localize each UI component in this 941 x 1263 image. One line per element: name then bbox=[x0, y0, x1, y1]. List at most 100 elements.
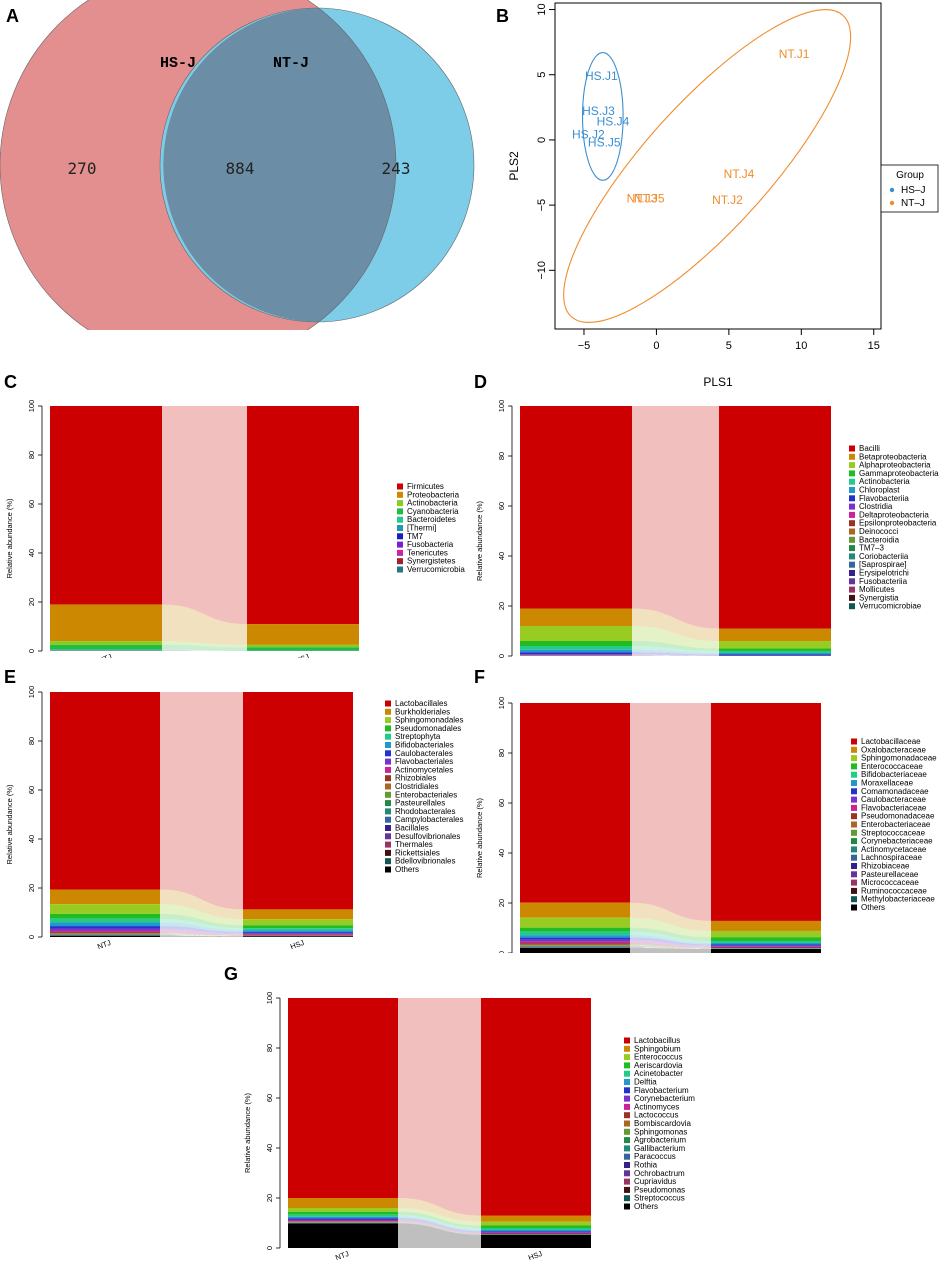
bar-segment bbox=[711, 948, 821, 953]
venn-count-shared: 884 bbox=[226, 159, 255, 178]
legend-label: Pasteurellales bbox=[395, 799, 445, 808]
bar-segment bbox=[247, 406, 359, 625]
bar-segment bbox=[288, 1211, 398, 1215]
flow-band bbox=[160, 933, 243, 937]
y-tick-label: 0 bbox=[265, 1246, 274, 1250]
legend-label: Lactobacillaceae bbox=[861, 737, 921, 746]
legend-label: Paracoccus bbox=[634, 1152, 676, 1161]
bar-segment bbox=[50, 931, 160, 933]
x-tick-label: NTJ bbox=[334, 1249, 350, 1260]
legend-swatch bbox=[397, 525, 403, 531]
legend-label: Thermales bbox=[395, 840, 433, 849]
bar-segment bbox=[711, 940, 821, 943]
venn-count-right: 243 bbox=[382, 159, 411, 178]
legend-swatch bbox=[624, 1186, 630, 1193]
bar-segment bbox=[719, 653, 831, 655]
flow-band bbox=[630, 937, 711, 946]
legend-label-hs-j: HS–J bbox=[901, 185, 925, 196]
legend-label: Sphingobium bbox=[634, 1044, 681, 1053]
legend-label: Actinomycetales bbox=[395, 765, 453, 774]
flow-band bbox=[162, 649, 247, 651]
x-tick-label: NTJ bbox=[96, 938, 112, 951]
bar-segment bbox=[288, 1219, 398, 1221]
legend-label: Flavobacteriia bbox=[859, 494, 909, 503]
y-tick-label: 60 bbox=[497, 502, 506, 510]
flow-band bbox=[630, 902, 711, 931]
legend-swatch bbox=[849, 470, 855, 477]
bar-segment bbox=[50, 932, 160, 934]
stacked-bar-chart-phylum: C NTJ HSJ 0 20 40 60 80 100 Relative abundance (%… bbox=[4, 372, 465, 658]
bar-segment bbox=[481, 1233, 591, 1234]
legend-swatch bbox=[851, 863, 857, 869]
legend-label: Rhizobiales bbox=[395, 774, 436, 783]
sample-point-label: NT.J4 bbox=[724, 167, 755, 181]
legend-swatch bbox=[624, 1178, 630, 1185]
y-tick-label: 80 bbox=[497, 749, 506, 757]
flow-band bbox=[632, 646, 719, 654]
legend-label: Lactobacillus bbox=[634, 1036, 680, 1045]
bar-segment bbox=[711, 703, 821, 921]
legend-title: Group bbox=[896, 170, 924, 181]
legend-swatch bbox=[385, 849, 391, 856]
bar-segment bbox=[520, 939, 630, 942]
y-axis-title: Relative abundance (%) bbox=[475, 500, 484, 581]
bar-segment bbox=[711, 946, 821, 948]
x-axis-title: PLS1 bbox=[703, 375, 733, 389]
flow-band bbox=[630, 947, 711, 949]
legend-swatch bbox=[851, 854, 857, 861]
legend-label: Micrococcaceae bbox=[861, 878, 919, 887]
bar-segment bbox=[243, 928, 353, 931]
legend-label: Synergistetes bbox=[407, 557, 455, 566]
legend-swatch bbox=[385, 742, 391, 748]
legend-swatch bbox=[851, 804, 857, 811]
flow-band bbox=[160, 935, 243, 937]
legend-label: Streptococcus bbox=[634, 1194, 685, 1203]
y-tick-label: 100 bbox=[27, 400, 36, 413]
legend-label: Tenericutes bbox=[407, 548, 448, 557]
bar-segment bbox=[711, 930, 821, 938]
legend-swatch bbox=[851, 879, 857, 886]
sample-point-label: HS.J2 bbox=[572, 128, 605, 142]
legend-label: Clostridiales bbox=[395, 782, 439, 791]
bar-segment bbox=[711, 945, 821, 947]
legend-label: Pasteurellaceae bbox=[861, 870, 919, 879]
sample-point-label: HS.J1 bbox=[585, 69, 618, 83]
bar-segment bbox=[50, 692, 160, 890]
bar-segment bbox=[520, 902, 630, 918]
flow-band bbox=[162, 641, 247, 648]
legend-label: Delftia bbox=[634, 1078, 657, 1087]
bar-segment bbox=[719, 648, 831, 652]
legend-label: Aeriscardovia bbox=[634, 1061, 683, 1070]
stacked-bar-chart-order: E NTJ HSJ 0 20 40 60 80 100 Relative abundance (%… bbox=[4, 667, 464, 951]
legend-label: Lactococcus bbox=[634, 1111, 678, 1120]
bar-segment bbox=[481, 1215, 591, 1222]
y-tick-label: 60 bbox=[27, 786, 36, 794]
y-tick-label: 40 bbox=[265, 1144, 274, 1152]
bar-segment bbox=[243, 932, 353, 934]
venn-left-outline bbox=[0, 0, 397, 330]
bar-segment bbox=[243, 919, 353, 926]
flow-band bbox=[160, 692, 243, 910]
legend-swatch bbox=[851, 846, 857, 853]
legend-swatch bbox=[385, 717, 391, 724]
flow-band bbox=[630, 939, 711, 947]
legend-label: Flavobacteriales bbox=[395, 757, 453, 766]
bar-segment bbox=[719, 654, 831, 656]
bar-segment bbox=[520, 649, 632, 653]
bar-segment bbox=[247, 624, 359, 645]
panel-label-a: A bbox=[6, 6, 19, 26]
flow-band bbox=[398, 998, 481, 1216]
legend-label: Methylobacteriaceae bbox=[861, 895, 935, 904]
legend-swatch bbox=[397, 541, 403, 548]
legend-swatch bbox=[385, 858, 391, 865]
legend-label: Alphaproteobacteria bbox=[859, 461, 931, 470]
panel-label-g: G bbox=[224, 964, 238, 984]
bar-segment bbox=[520, 626, 632, 641]
flow-band bbox=[398, 1223, 481, 1248]
flow-band bbox=[160, 934, 243, 937]
legend-label: Actinobacteria bbox=[859, 477, 910, 486]
y-tick-label: 10 bbox=[536, 3, 548, 15]
bar-segment bbox=[481, 1230, 591, 1232]
bar-segment bbox=[288, 1221, 398, 1222]
bar-segment bbox=[481, 1233, 591, 1234]
